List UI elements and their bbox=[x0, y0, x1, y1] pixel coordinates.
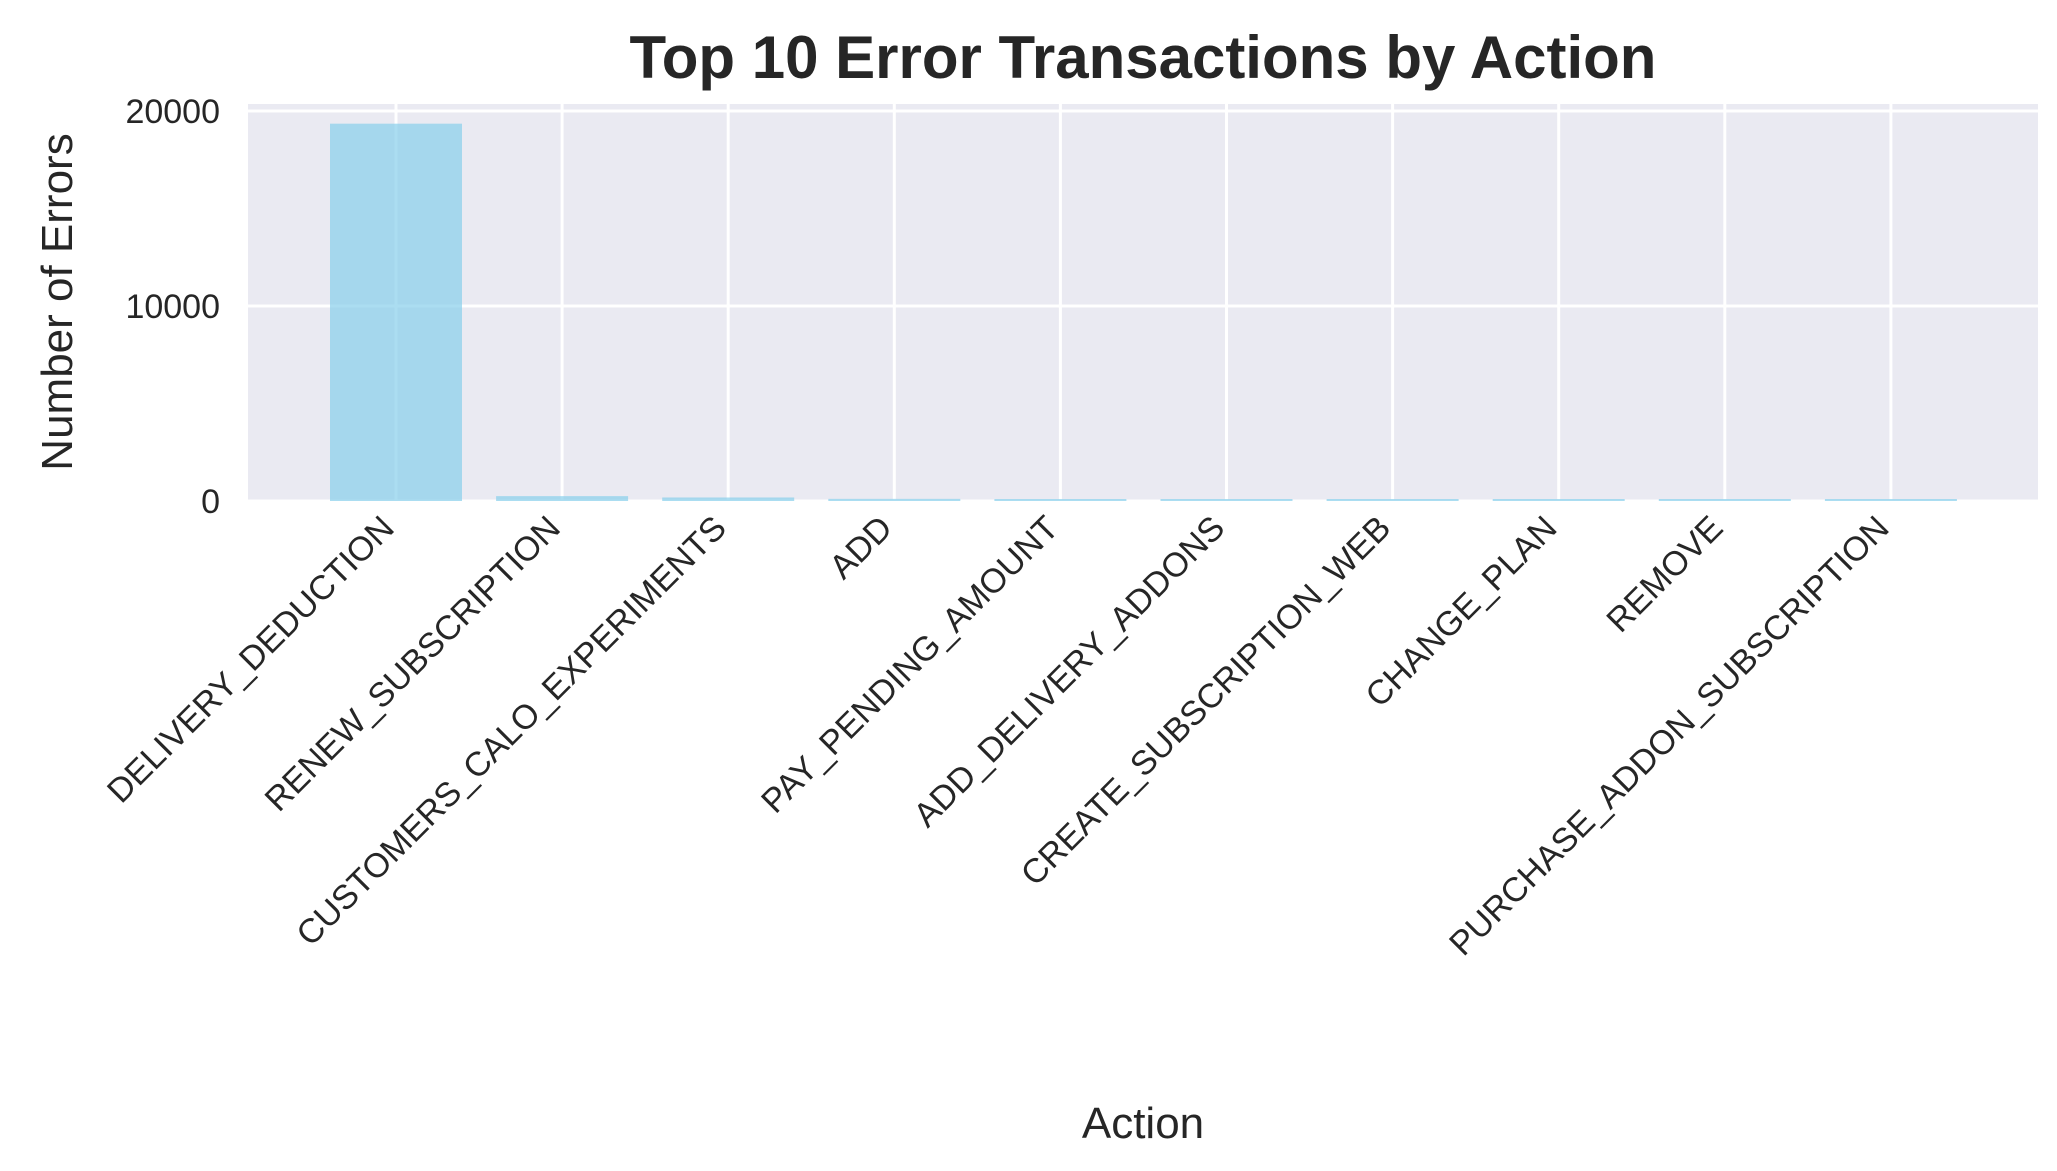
x-tick-label: CREATE_SUBSCRIPTION_WEB bbox=[1014, 509, 1398, 893]
bar-pay-pending-amount bbox=[994, 499, 1127, 501]
bar-create-subscription-web bbox=[1326, 499, 1459, 501]
x-tick-label: ADD_DELIVERY_ADDONS bbox=[906, 509, 1232, 835]
x-tick-label: DELIVERY_DEDUCTION bbox=[100, 509, 402, 811]
x-tick-labels: DELIVERY_DEDUCTIONRENEW_SUBSCRIPTIONCUST… bbox=[100, 509, 1897, 963]
y-tick-label: 0 bbox=[201, 483, 220, 521]
plot-area-background bbox=[248, 104, 2038, 501]
bar-purchase-addon-subscription bbox=[1824, 499, 1957, 501]
bar-add bbox=[828, 498, 961, 501]
bar-customers-calo-experiments bbox=[662, 497, 795, 501]
bar-add-delivery-addons bbox=[1160, 499, 1293, 501]
grid-lines bbox=[248, 104, 2038, 503]
chart-title: Top 10 Error Transactions by Action bbox=[630, 24, 1657, 91]
x-axis-label: Action bbox=[1082, 1099, 1204, 1148]
bar-change-plan bbox=[1492, 499, 1625, 501]
x-tick-label: RENEW_SUBSCRIPTION bbox=[258, 509, 568, 819]
y-tick-labels: 0 10000 20000 bbox=[125, 93, 220, 521]
x-tick-label: REMOVE bbox=[1599, 509, 1730, 640]
x-tick-label: ADD bbox=[822, 509, 900, 587]
bar-delivery-deduction bbox=[330, 123, 462, 502]
y-tick-label: 10000 bbox=[125, 288, 220, 326]
y-tick-label: 20000 bbox=[125, 93, 220, 131]
bar-renew-subscription bbox=[496, 496, 629, 501]
bars bbox=[330, 123, 1957, 502]
bar-remove bbox=[1658, 499, 1791, 501]
y-axis-label: Number of Errors bbox=[33, 133, 82, 470]
x-tick-label: PAY_PENDING_AMOUNT bbox=[754, 509, 1066, 821]
